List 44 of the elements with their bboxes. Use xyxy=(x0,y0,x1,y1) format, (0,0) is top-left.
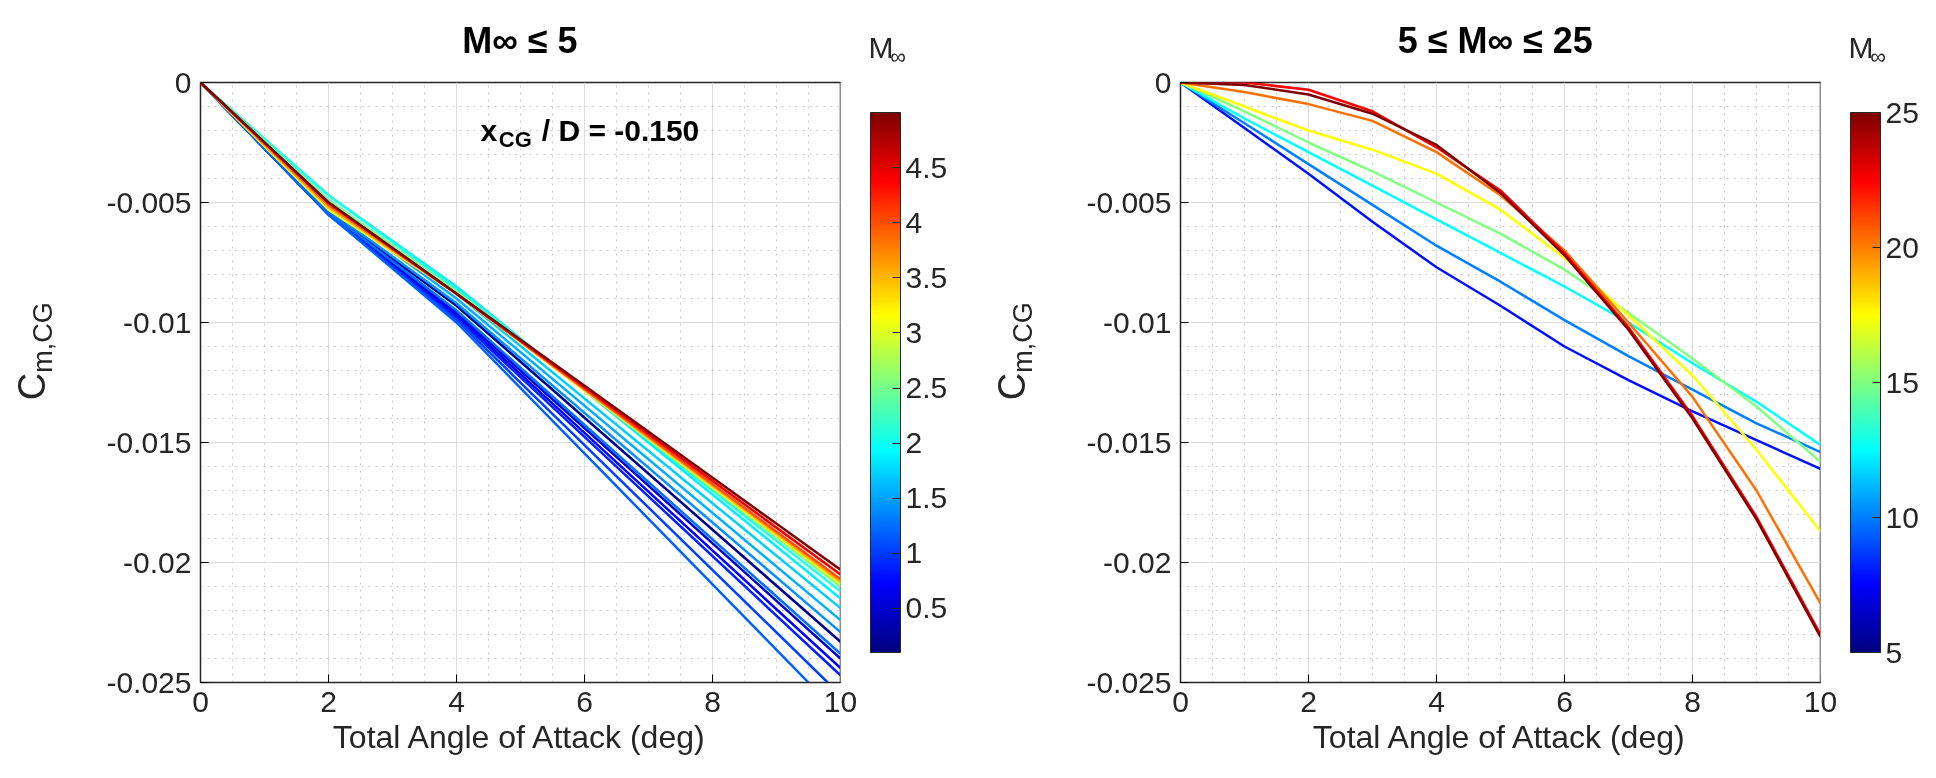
y-tick-label: -0.025 xyxy=(1086,665,1172,699)
color-bar-label: 2.5 xyxy=(905,371,948,405)
x-tick-label: 10 xyxy=(1803,684,1838,718)
x-tick-label: 8 xyxy=(704,684,721,718)
y-tick-label: -0.015 xyxy=(106,425,192,459)
x-tick-label: 2 xyxy=(1300,684,1317,718)
color-bar-label: 1 xyxy=(905,536,923,570)
x-tick-label: 2 xyxy=(320,684,337,718)
color-bar-label: 20 xyxy=(1885,230,1919,264)
color-bar-label: 2 xyxy=(905,426,923,460)
x-axis-title: Total Angle of Attack (deg) xyxy=(1312,718,1685,755)
x-tick-label: 8 xyxy=(1684,684,1701,718)
y-tick-label: -0.01 xyxy=(123,305,192,339)
color-bar-label: 0.5 xyxy=(905,591,948,625)
x-tick-label: 10 xyxy=(823,684,858,718)
y-tick-label: -0.02 xyxy=(1103,545,1172,579)
color-bar-title: M∞ xyxy=(1848,30,1886,69)
y-tick-label: -0.025 xyxy=(106,665,192,699)
color-bar-label: 15 xyxy=(1885,365,1919,399)
y-tick-label: -0.02 xyxy=(123,545,192,579)
color-bar-label: 4 xyxy=(905,205,923,239)
y-tick-label: 0 xyxy=(174,65,192,99)
color-bar-label: 1.5 xyxy=(905,481,948,515)
x-axis-title: Total Angle of Attack (deg) xyxy=(332,718,705,755)
color-bar-label: 3.5 xyxy=(905,260,948,294)
y-tick-label: -0.01 xyxy=(1103,305,1172,339)
color-bar-label: 25 xyxy=(1885,95,1919,129)
y-axis-title: Cm,CG xyxy=(991,302,1039,401)
y-axis-title: Cm,CG xyxy=(11,302,59,401)
color-bar-label: 4.5 xyxy=(905,150,948,184)
y-tick-label: -0.005 xyxy=(1086,185,1172,219)
color-bar-label: 10 xyxy=(1885,500,1919,534)
chart-title: M∞ ≤ 5 xyxy=(462,19,578,61)
chart-title: 5 ≤ M∞ ≤ 25 xyxy=(1397,19,1593,61)
color-bar-title: M∞ xyxy=(868,30,906,69)
x-tick-label: 4 xyxy=(448,684,465,718)
y-tick-label: -0.015 xyxy=(1086,425,1172,459)
x-tick-label: 4 xyxy=(1428,684,1445,718)
color-bar-label: 5 xyxy=(1885,635,1903,669)
y-tick-label: -0.005 xyxy=(106,185,192,219)
x-tick-label: 6 xyxy=(1556,684,1573,718)
y-tick-label: 0 xyxy=(1154,65,1172,99)
color-bar-label: 3 xyxy=(905,315,923,349)
x-tick-label: 6 xyxy=(576,684,593,718)
